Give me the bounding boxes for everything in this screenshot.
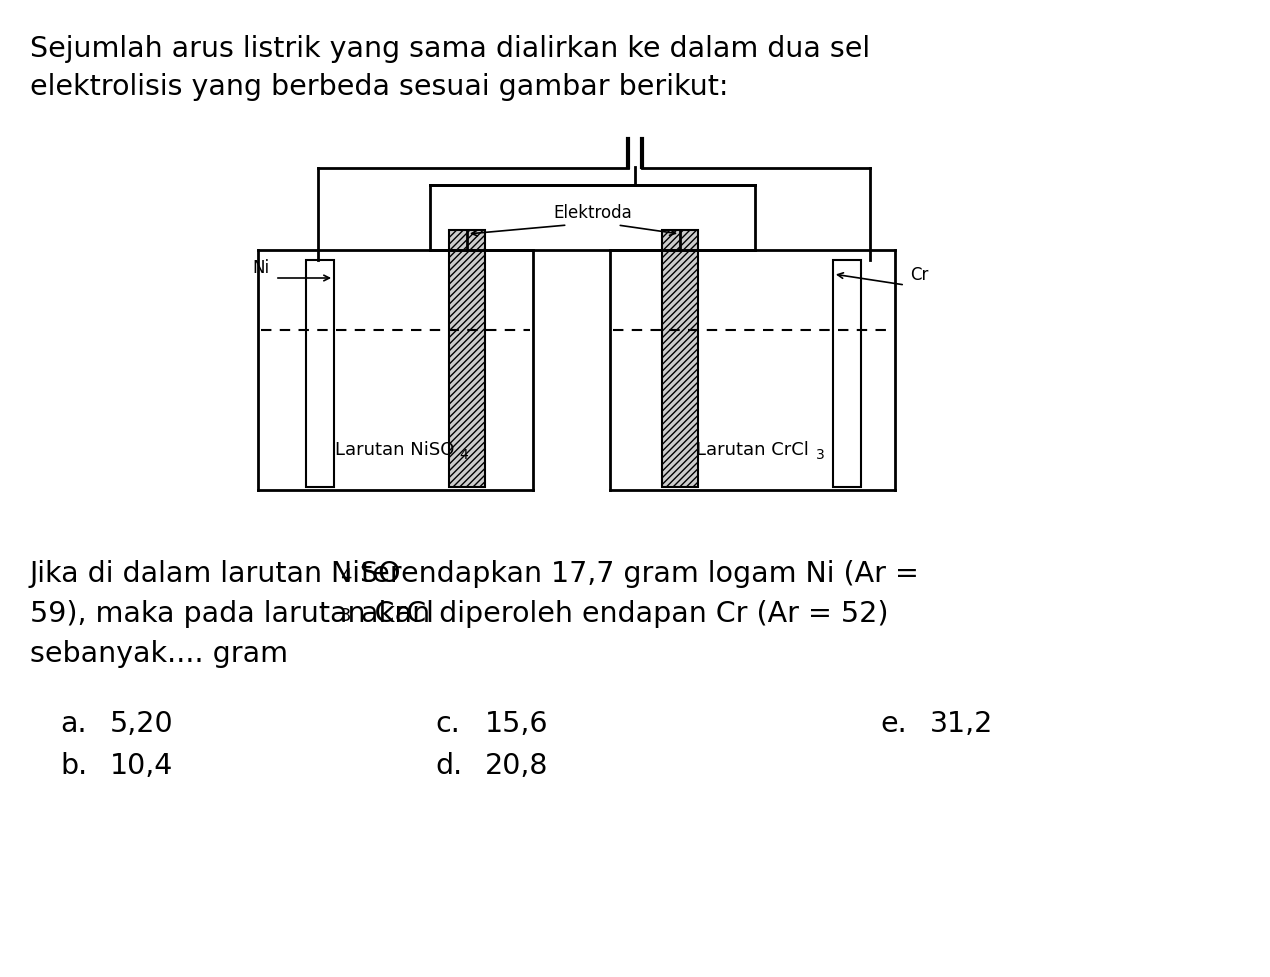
Text: 15,6: 15,6 bbox=[485, 710, 549, 738]
Text: 31,2: 31,2 bbox=[930, 710, 993, 738]
Text: Ni: Ni bbox=[253, 259, 271, 277]
Text: b.: b. bbox=[60, 752, 88, 780]
Text: 20,8: 20,8 bbox=[485, 752, 549, 780]
Text: Sejumlah arus listrik yang sama dialirkan ke dalam dua sel: Sejumlah arus listrik yang sama dialirka… bbox=[30, 35, 870, 63]
Text: 4: 4 bbox=[340, 567, 352, 585]
Text: 4: 4 bbox=[458, 448, 467, 462]
Text: sebanyak.... gram: sebanyak.... gram bbox=[30, 640, 288, 668]
Bar bbox=[833, 260, 861, 487]
Text: c.: c. bbox=[436, 710, 460, 738]
Text: akan diperoleh endapan Cr (Ar = 52): akan diperoleh endapan Cr (Ar = 52) bbox=[352, 600, 889, 628]
Text: d.: d. bbox=[436, 752, 462, 780]
Text: Elektroda: Elektroda bbox=[554, 204, 632, 222]
Text: 10,4: 10,4 bbox=[110, 752, 174, 780]
Text: terendapkan 17,7 gram logam Ni (Ar =: terendapkan 17,7 gram logam Ni (Ar = bbox=[352, 560, 919, 588]
Text: a.: a. bbox=[60, 710, 86, 738]
Text: Cr: Cr bbox=[911, 266, 928, 284]
Text: 5,20: 5,20 bbox=[110, 710, 174, 738]
Text: elektrolisis yang berbeda sesuai gambar berikut:: elektrolisis yang berbeda sesuai gambar … bbox=[30, 73, 729, 101]
Text: Larutan CrCl: Larutan CrCl bbox=[696, 441, 809, 459]
Text: 59), maka pada larutan CrCl: 59), maka pada larutan CrCl bbox=[30, 600, 434, 628]
Bar bbox=[450, 230, 485, 487]
Text: Larutan NiSO: Larutan NiSO bbox=[335, 441, 455, 459]
Text: e.: e. bbox=[880, 710, 907, 738]
Bar bbox=[662, 230, 699, 487]
Text: 3: 3 bbox=[817, 448, 824, 462]
Bar bbox=[306, 260, 334, 487]
Text: Jika di dalam larutan NiSO: Jika di dalam larutan NiSO bbox=[30, 560, 401, 588]
Text: 3: 3 bbox=[340, 607, 352, 625]
